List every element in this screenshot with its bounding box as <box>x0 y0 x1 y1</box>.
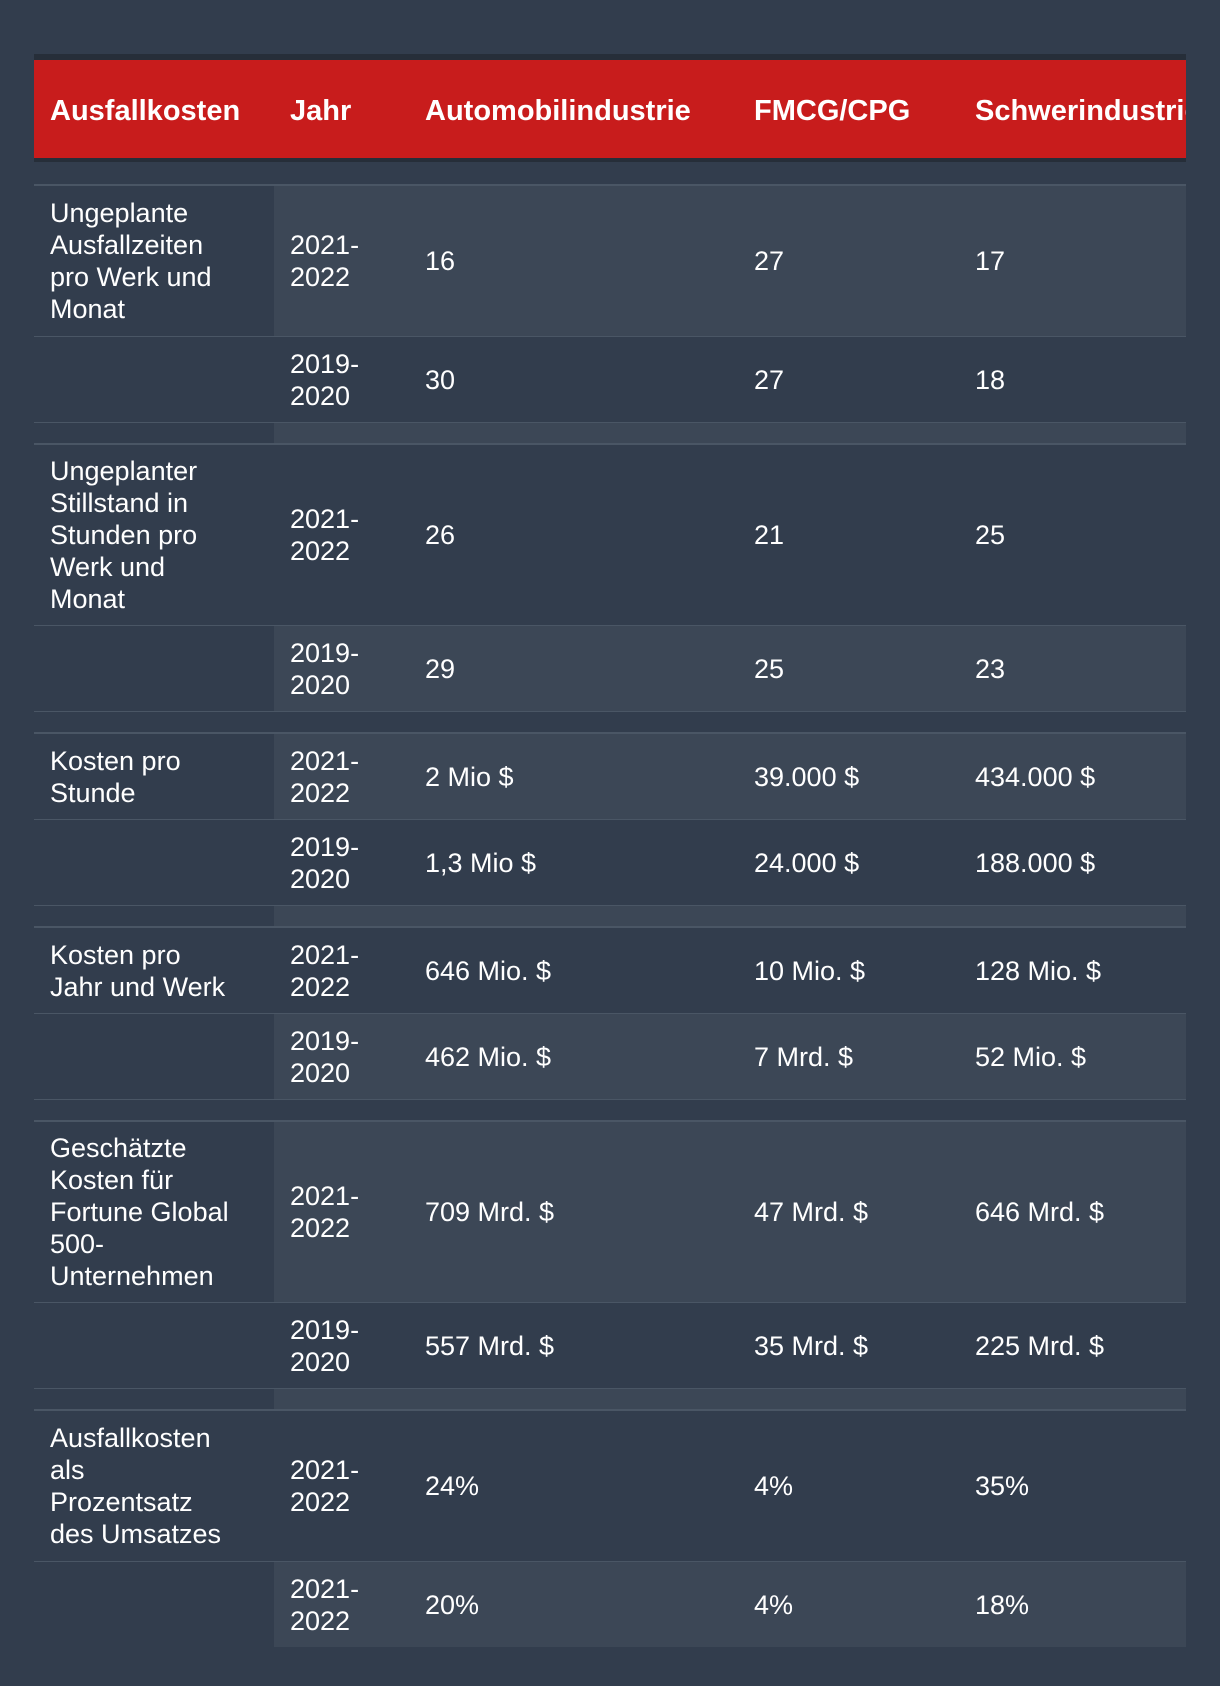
automobil-cell: 24% <box>425 1471 480 1501</box>
automobil-cell: 646 Mio. $ <box>425 955 552 986</box>
automobil-cell: 26 <box>425 520 456 550</box>
row-label: Geschätzte Kosten für Fortune Global 500… <box>34 1122 274 1302</box>
schwerindustrie-cell: 17 <box>975 246 1006 276</box>
row-label: Ungeplante Ausfallzeiten pro Werk und Mo… <box>34 186 274 336</box>
automobil-cell: 30 <box>425 364 456 395</box>
row-label-empty <box>34 337 274 422</box>
year-cell: 2021- 2022 <box>290 1455 360 1517</box>
table-row: Geschätzte Kosten für Fortune Global 500… <box>34 1122 1186 1302</box>
table-row: 2019- 2020 1,3 Mio $ 24.000 $ 188.000 $ <box>34 819 1186 905</box>
table-row: 2019- 2020 29 25 23 <box>34 625 1186 711</box>
group-spacer <box>34 422 1186 443</box>
table-row: 2019- 2020 30 27 18 <box>34 336 1186 422</box>
header-fmcg-cpg: FMCG/CPG <box>754 94 911 127</box>
row-label: Ausfallkosten als Prozentsatz des Umsatz… <box>50 1423 222 1549</box>
table-group: Ausfallkosten als Prozentsatz des Umsatz… <box>34 1409 1186 1647</box>
downtime-cost-table: Ausfallkosten Jahr Automobilindustrie FM… <box>34 54 1186 1647</box>
automobil-cell: 462 Mio. $ <box>425 1041 552 1072</box>
row-label-empty <box>34 820 274 905</box>
row-label-empty <box>34 1303 274 1388</box>
automobil-cell: 709 Mrd. $ <box>425 1197 555 1227</box>
automobil-cell: 557 Mrd. $ <box>425 1330 555 1361</box>
year-cell: 2019- 2020 <box>290 1025 360 1088</box>
fmcg-cell: 35 Mrd. $ <box>754 1330 869 1361</box>
schwerindustrie-cell: 434.000 $ <box>975 761 1096 792</box>
row-label-empty <box>34 626 274 711</box>
year-cell: 2021- 2022 <box>290 1181 360 1243</box>
schwerindustrie-cell: 18% <box>975 1589 1030 1620</box>
schwerindustrie-cell: 23 <box>975 653 1006 684</box>
automobil-cell: 1,3 Mio $ <box>425 847 537 878</box>
table-header: Ausfallkosten Jahr Automobilindustrie FM… <box>34 60 1186 158</box>
table-row: 2019- 2020 557 Mrd. $ 35 Mrd. $ 225 Mrd.… <box>34 1302 1186 1388</box>
fmcg-cell: 7 Mrd. $ <box>754 1041 854 1072</box>
schwerindustrie-cell: 646 Mrd. $ <box>975 1197 1105 1227</box>
table-group: Kosten pro Stunde 2021- 2022 2 Mio $ 39.… <box>34 732 1186 905</box>
group-spacer <box>34 1099 1186 1120</box>
fmcg-cell: 47 Mrd. $ <box>754 1197 869 1227</box>
header-ausfallkosten: Ausfallkosten <box>50 94 241 127</box>
fmcg-cell: 39.000 $ <box>754 761 860 792</box>
year-cell: 2021- 2022 <box>290 230 360 292</box>
schwerindustrie-cell: 18 <box>975 364 1006 395</box>
year-cell: 2019- 2020 <box>290 348 360 411</box>
year-cell: 2021- 2022 <box>290 939 360 1002</box>
fmcg-cell: 24.000 $ <box>754 847 860 878</box>
schwerindustrie-cell: 25 <box>975 520 1006 550</box>
row-label-empty <box>34 1014 274 1099</box>
header-schwerindustrie: Schwerindustrie <box>975 94 1186 127</box>
fmcg-cell: 4% <box>754 1589 794 1620</box>
row-label: Kosten pro Jahr und Werk <box>50 939 226 1002</box>
header-jahr: Jahr <box>290 94 352 127</box>
fmcg-cell: 4% <box>754 1471 794 1501</box>
automobil-cell: 16 <box>425 246 456 276</box>
automobil-cell: 29 <box>425 653 456 684</box>
table-group: Ungeplanter Stillstand in Stunden pro We… <box>34 443 1186 711</box>
header-automobilindustrie: Automobilindustrie <box>425 94 691 127</box>
automobil-cell: 20% <box>425 1589 480 1620</box>
fmcg-cell: 21 <box>754 520 785 550</box>
year-cell: 2019- 2020 <box>290 831 360 894</box>
schwerindustrie-cell: 188.000 $ <box>975 847 1096 878</box>
table-group: Kosten pro Jahr und Werk 2021- 2022 646 … <box>34 926 1186 1099</box>
schwerindustrie-cell: 128 Mio. $ <box>975 955 1102 986</box>
table-row: Kosten pro Jahr und Werk 2021- 2022 646 … <box>34 928 1186 1013</box>
fmcg-cell: 27 <box>754 246 785 276</box>
row-label: Kosten pro Stunde <box>34 734 274 819</box>
fmcg-cell: 10 Mio. $ <box>754 955 866 986</box>
year-cell: 2019- 2020 <box>290 637 360 700</box>
row-label-empty <box>34 1562 274 1647</box>
header-bottom-border <box>34 158 1186 162</box>
table-body: Ungeplante Ausfallzeiten pro Werk und Mo… <box>34 184 1186 1647</box>
fmcg-cell: 25 <box>754 653 785 684</box>
table-row: Ungeplante Ausfallzeiten pro Werk und Mo… <box>34 186 1186 336</box>
group-spacer <box>34 905 1186 926</box>
table-row: Ungeplanter Stillstand in Stunden pro We… <box>34 445 1186 625</box>
table-group: Geschätzte Kosten für Fortune Global 500… <box>34 1120 1186 1388</box>
year-cell: 2021- 2022 <box>290 1573 360 1636</box>
table-row: 2021- 2022 20% 4% 18% <box>34 1561 1186 1647</box>
table-top-border <box>34 54 1186 60</box>
row-label: Ungeplanter Stillstand in Stunden pro We… <box>50 456 198 614</box>
fmcg-cell: 27 <box>754 364 785 395</box>
group-spacer <box>34 1388 1186 1409</box>
schwerindustrie-cell: 35% <box>975 1471 1030 1501</box>
group-spacer <box>34 711 1186 732</box>
table-row: Kosten pro Stunde 2021- 2022 2 Mio $ 39.… <box>34 734 1186 819</box>
year-cell: 2019- 2020 <box>290 1314 360 1377</box>
table-row: 2019- 2020 462 Mio. $ 7 Mrd. $ 52 Mio. $ <box>34 1013 1186 1099</box>
schwerindustrie-cell: 52 Mio. $ <box>975 1041 1087 1072</box>
table-row: Ausfallkosten als Prozentsatz des Umsatz… <box>34 1411 1186 1561</box>
schwerindustrie-cell: 225 Mrd. $ <box>975 1330 1105 1361</box>
table-group: Ungeplante Ausfallzeiten pro Werk und Mo… <box>34 184 1186 422</box>
automobil-cell: 2 Mio $ <box>425 761 514 792</box>
year-cell: 2021- 2022 <box>290 504 360 566</box>
year-cell: 2021- 2022 <box>290 745 360 808</box>
